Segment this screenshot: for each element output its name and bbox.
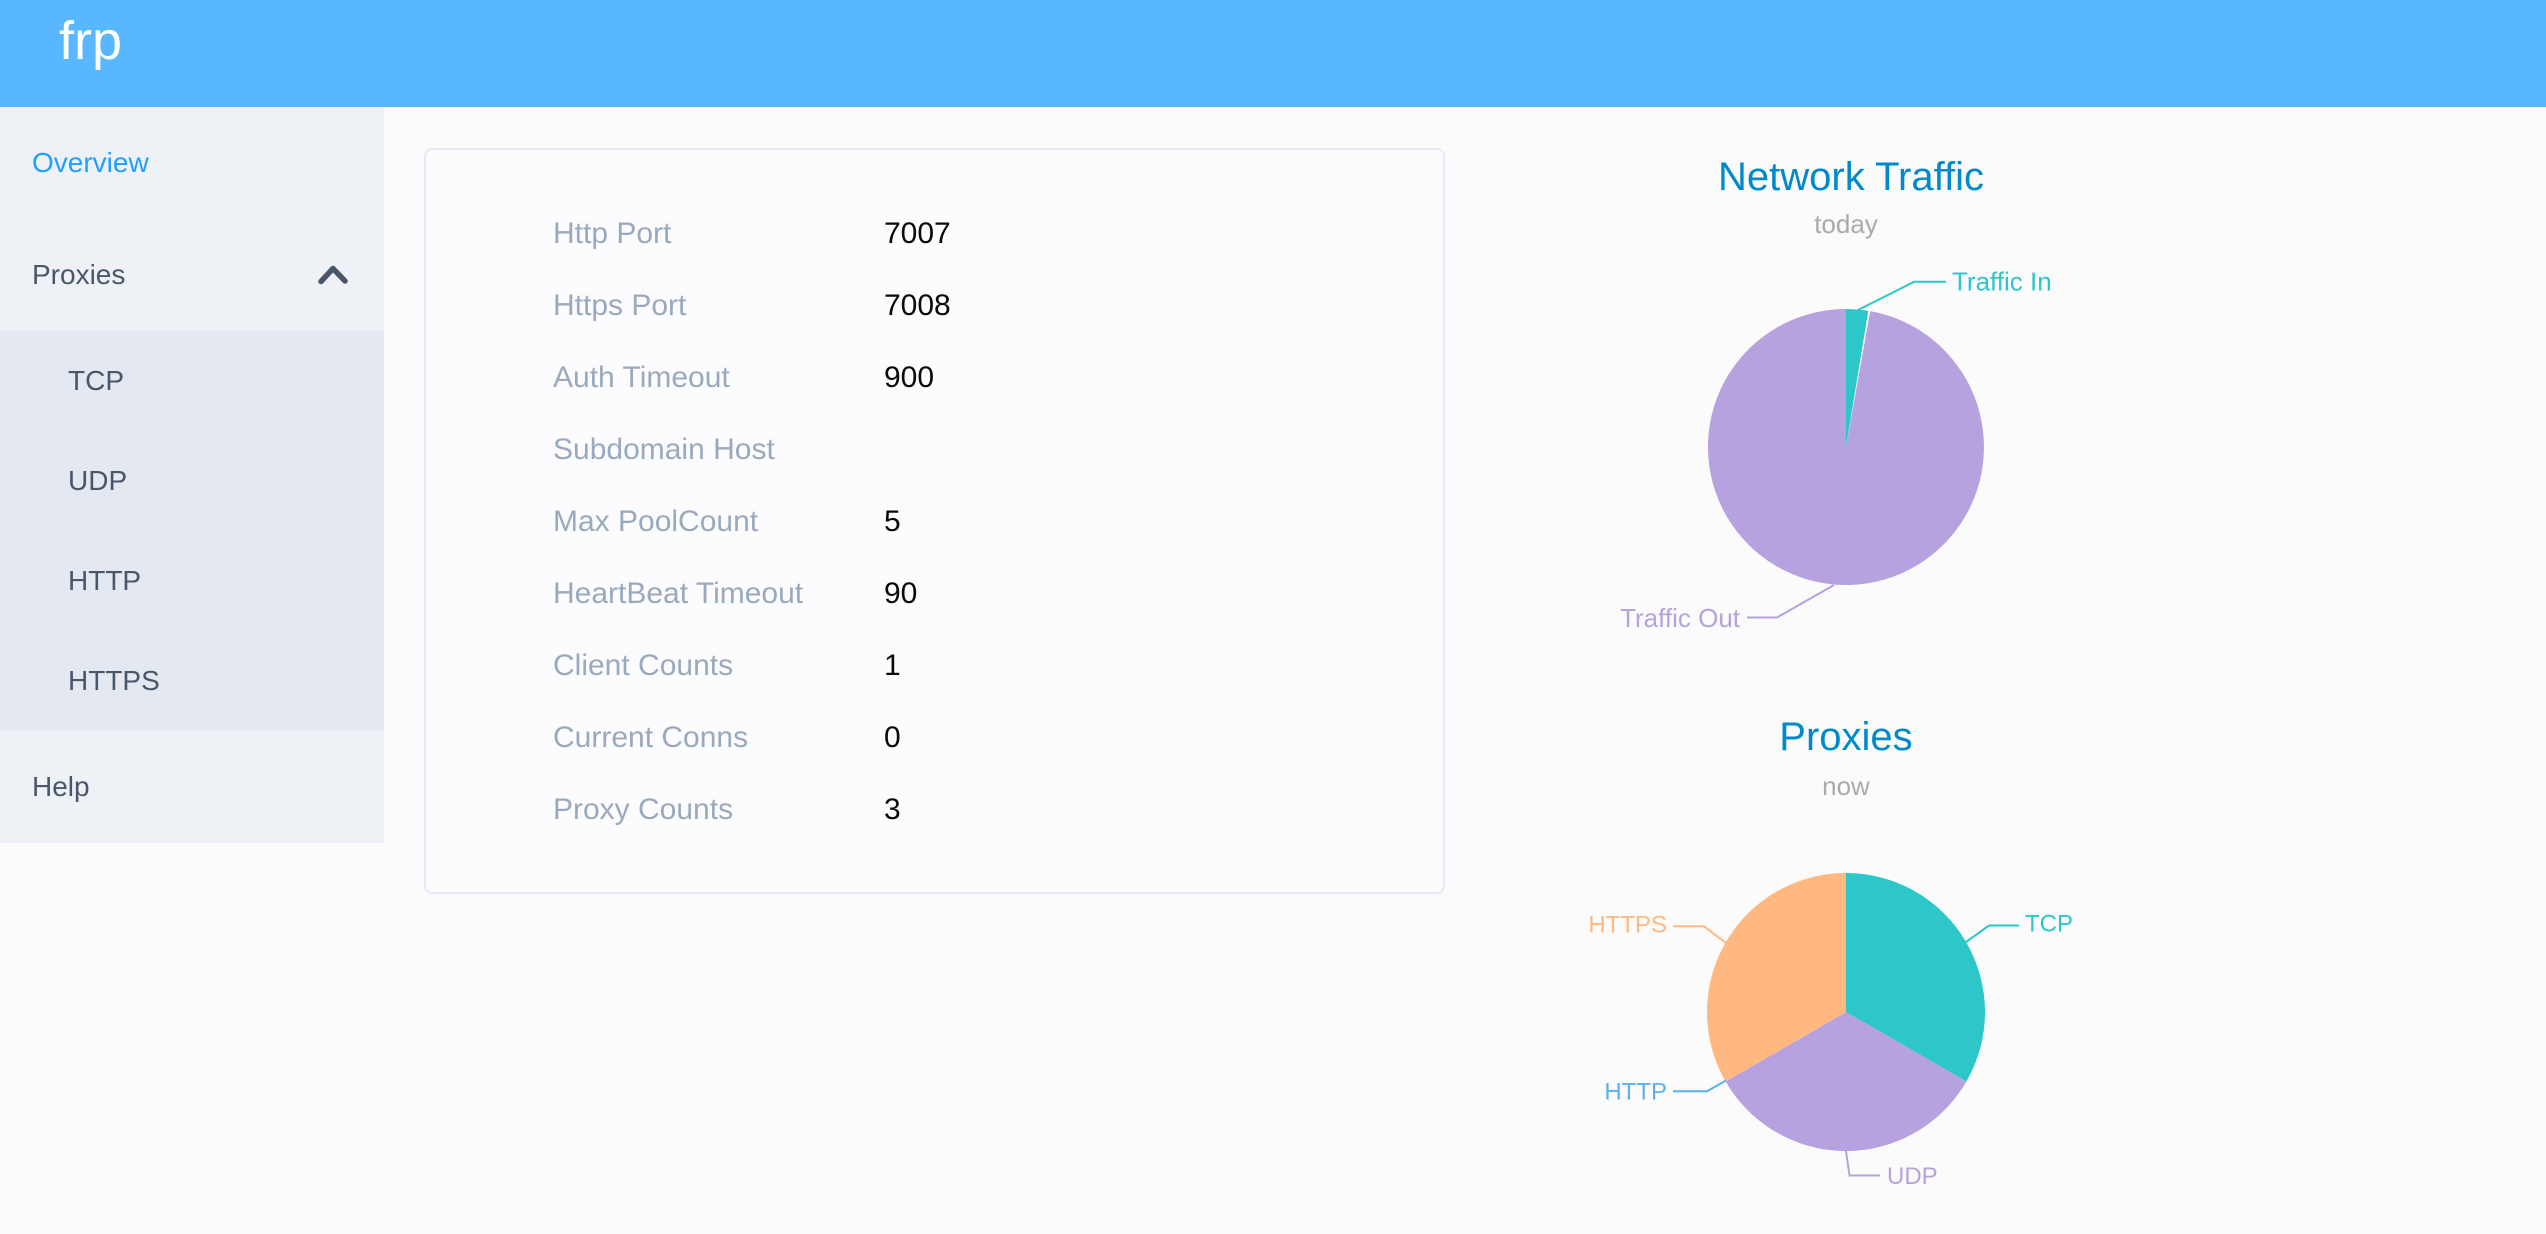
svg-text:HTTPS: HTTPS xyxy=(1588,912,1667,939)
svg-text:UDP: UDP xyxy=(1887,1163,1938,1190)
svg-text:today: today xyxy=(1814,209,1878,239)
svg-text:HTTP: HTTP xyxy=(1604,1079,1667,1106)
svg-text:TCP: TCP xyxy=(2025,911,2073,938)
svg-text:now: now xyxy=(1822,771,1870,801)
svg-text:Traffic In: Traffic In xyxy=(1952,267,2052,297)
svg-text:Proxies: Proxies xyxy=(1779,715,1912,759)
svg-text:Network Traffic: Network Traffic xyxy=(1718,155,1984,199)
svg-text:Traffic Out: Traffic Out xyxy=(1620,603,1741,633)
